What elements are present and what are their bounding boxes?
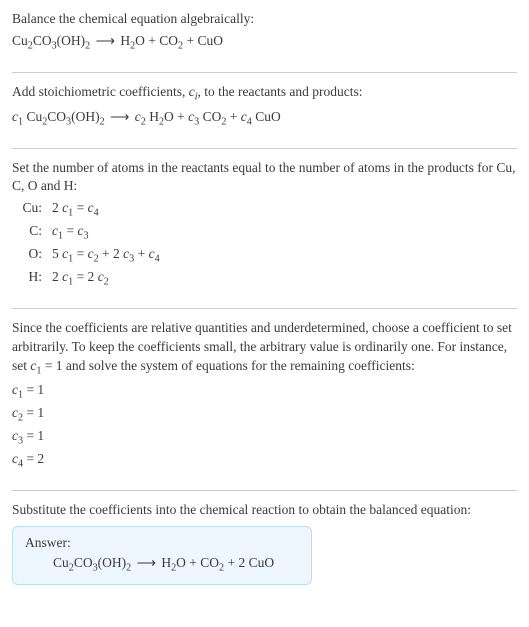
coefficient-equation: c1 Cu2CO3(OH)2 ⟶ c2 H2O + c3 CO2 + c4 Cu… <box>12 107 517 130</box>
var-sub: 4 <box>155 254 160 265</box>
eq-text: H <box>146 109 159 124</box>
coef-line: c4 = 2 <box>12 449 517 472</box>
eq-text: + 2 CuO <box>224 555 274 570</box>
atom-equation: 2 c1 = c4 <box>50 198 166 221</box>
atom-equation: c1 = c3 <box>50 221 166 244</box>
eq-text: CO <box>199 109 221 124</box>
atom-equation: 2 c1 = 2 c2 <box>50 267 166 290</box>
eq-text: CO <box>33 33 52 48</box>
atom-label: O: <box>12 244 50 267</box>
eq-text: (OH) <box>57 33 86 48</box>
text: , to the reactants and products: <box>198 84 363 99</box>
table-row: H: 2 c1 = 2 c2 <box>12 267 166 290</box>
atom-equation: 5 c1 = c2 + 2 c3 + c4 <box>50 244 166 267</box>
section-solve: Since the coefficients are relative quan… <box>12 308 517 472</box>
text: 2 <box>52 269 62 284</box>
atom-label: Cu: <box>12 198 50 221</box>
eq-text: + <box>226 109 240 124</box>
problem-text: Balance the chemical equation algebraica… <box>12 10 517 29</box>
balanced-equation: Cu2CO3(OH)2 ⟶ H2O + CO2 + 2 CuO <box>53 555 299 574</box>
var-sub: 3 <box>83 231 88 242</box>
eq-text: (OH) <box>98 555 127 570</box>
text: = 1 <box>23 382 44 397</box>
text: + 2 <box>99 246 124 261</box>
coef-line: c1 = 1 <box>12 380 517 403</box>
arrow-icon: ⟶ <box>135 555 158 571</box>
eq-sub: 2 <box>85 41 90 52</box>
eq-text: O + CO <box>176 555 219 570</box>
text: 2 <box>52 200 62 215</box>
text: + <box>134 246 148 261</box>
eq-sub: 2 <box>100 116 105 127</box>
eq-text: Cu <box>12 33 28 48</box>
eq-text: CO <box>74 555 93 570</box>
eq-text: CuO <box>252 109 281 124</box>
section-coefficients: Add stoichiometric coefficients, ci, to … <box>12 72 517 130</box>
atom-label: H: <box>12 267 50 290</box>
eq-text: CO <box>47 109 66 124</box>
text: = <box>63 223 77 238</box>
atom-balance-text: Set the number of atoms in the reactants… <box>12 159 517 197</box>
text: 5 <box>52 246 62 261</box>
atom-label: C: <box>12 221 50 244</box>
var-sub: 4 <box>94 208 99 219</box>
table-row: C: c1 = c3 <box>12 221 166 244</box>
answer-label: Answer: <box>25 535 299 551</box>
coef-line: c3 = 1 <box>12 426 517 449</box>
var-sub: 2 <box>104 277 109 288</box>
solve-text: Since the coefficients are relative quan… <box>12 319 517 379</box>
text: = 1 and solve the system of equations fo… <box>41 358 414 373</box>
text: = 2 <box>73 269 98 284</box>
answer-intro: Substitute the coefficients into the che… <box>12 501 517 520</box>
eq-text: Cu <box>53 555 69 570</box>
eq-text: O + <box>164 109 188 124</box>
coefficients-text: Add stoichiometric coefficients, ci, to … <box>12 83 517 105</box>
text: = <box>73 200 87 215</box>
eq-sub: 2 <box>126 563 131 574</box>
answer-box: Answer: Cu2CO3(OH)2 ⟶ H2O + CO2 + 2 CuO <box>12 526 312 585</box>
text: = <box>73 246 87 261</box>
eq-text: (OH) <box>71 109 100 124</box>
table-row: Cu: 2 c1 = c4 <box>12 198 166 221</box>
section-answer: Substitute the coefficients into the che… <box>12 490 517 585</box>
arrow-icon: ⟶ <box>94 31 117 51</box>
text: = 2 <box>23 451 44 466</box>
coef-line: c2 = 1 <box>12 403 517 426</box>
eq-text: Cu <box>23 109 42 124</box>
eq-text: O + CO <box>135 33 178 48</box>
atom-equations-table: Cu: 2 c1 = c4 C: c1 = c3 O: 5 c1 = c2 + … <box>12 198 166 290</box>
text: Add stoichiometric coefficients, <box>12 84 189 99</box>
eq-text: H <box>120 33 130 48</box>
table-row: O: 5 c1 = c2 + 2 c3 + c4 <box>12 244 166 267</box>
text: = 1 <box>23 428 44 443</box>
arrow-icon: ⟶ <box>108 107 131 127</box>
unbalanced-equation: Cu2CO3(OH)2 ⟶ H2O + CO2 + CuO <box>12 31 517 54</box>
eq-text: + CuO <box>183 33 223 48</box>
section-atom-balance: Set the number of atoms in the reactants… <box>12 148 517 290</box>
text: = 1 <box>23 405 44 420</box>
eq-text: H <box>161 555 171 570</box>
section-problem: Balance the chemical equation algebraica… <box>12 10 517 54</box>
